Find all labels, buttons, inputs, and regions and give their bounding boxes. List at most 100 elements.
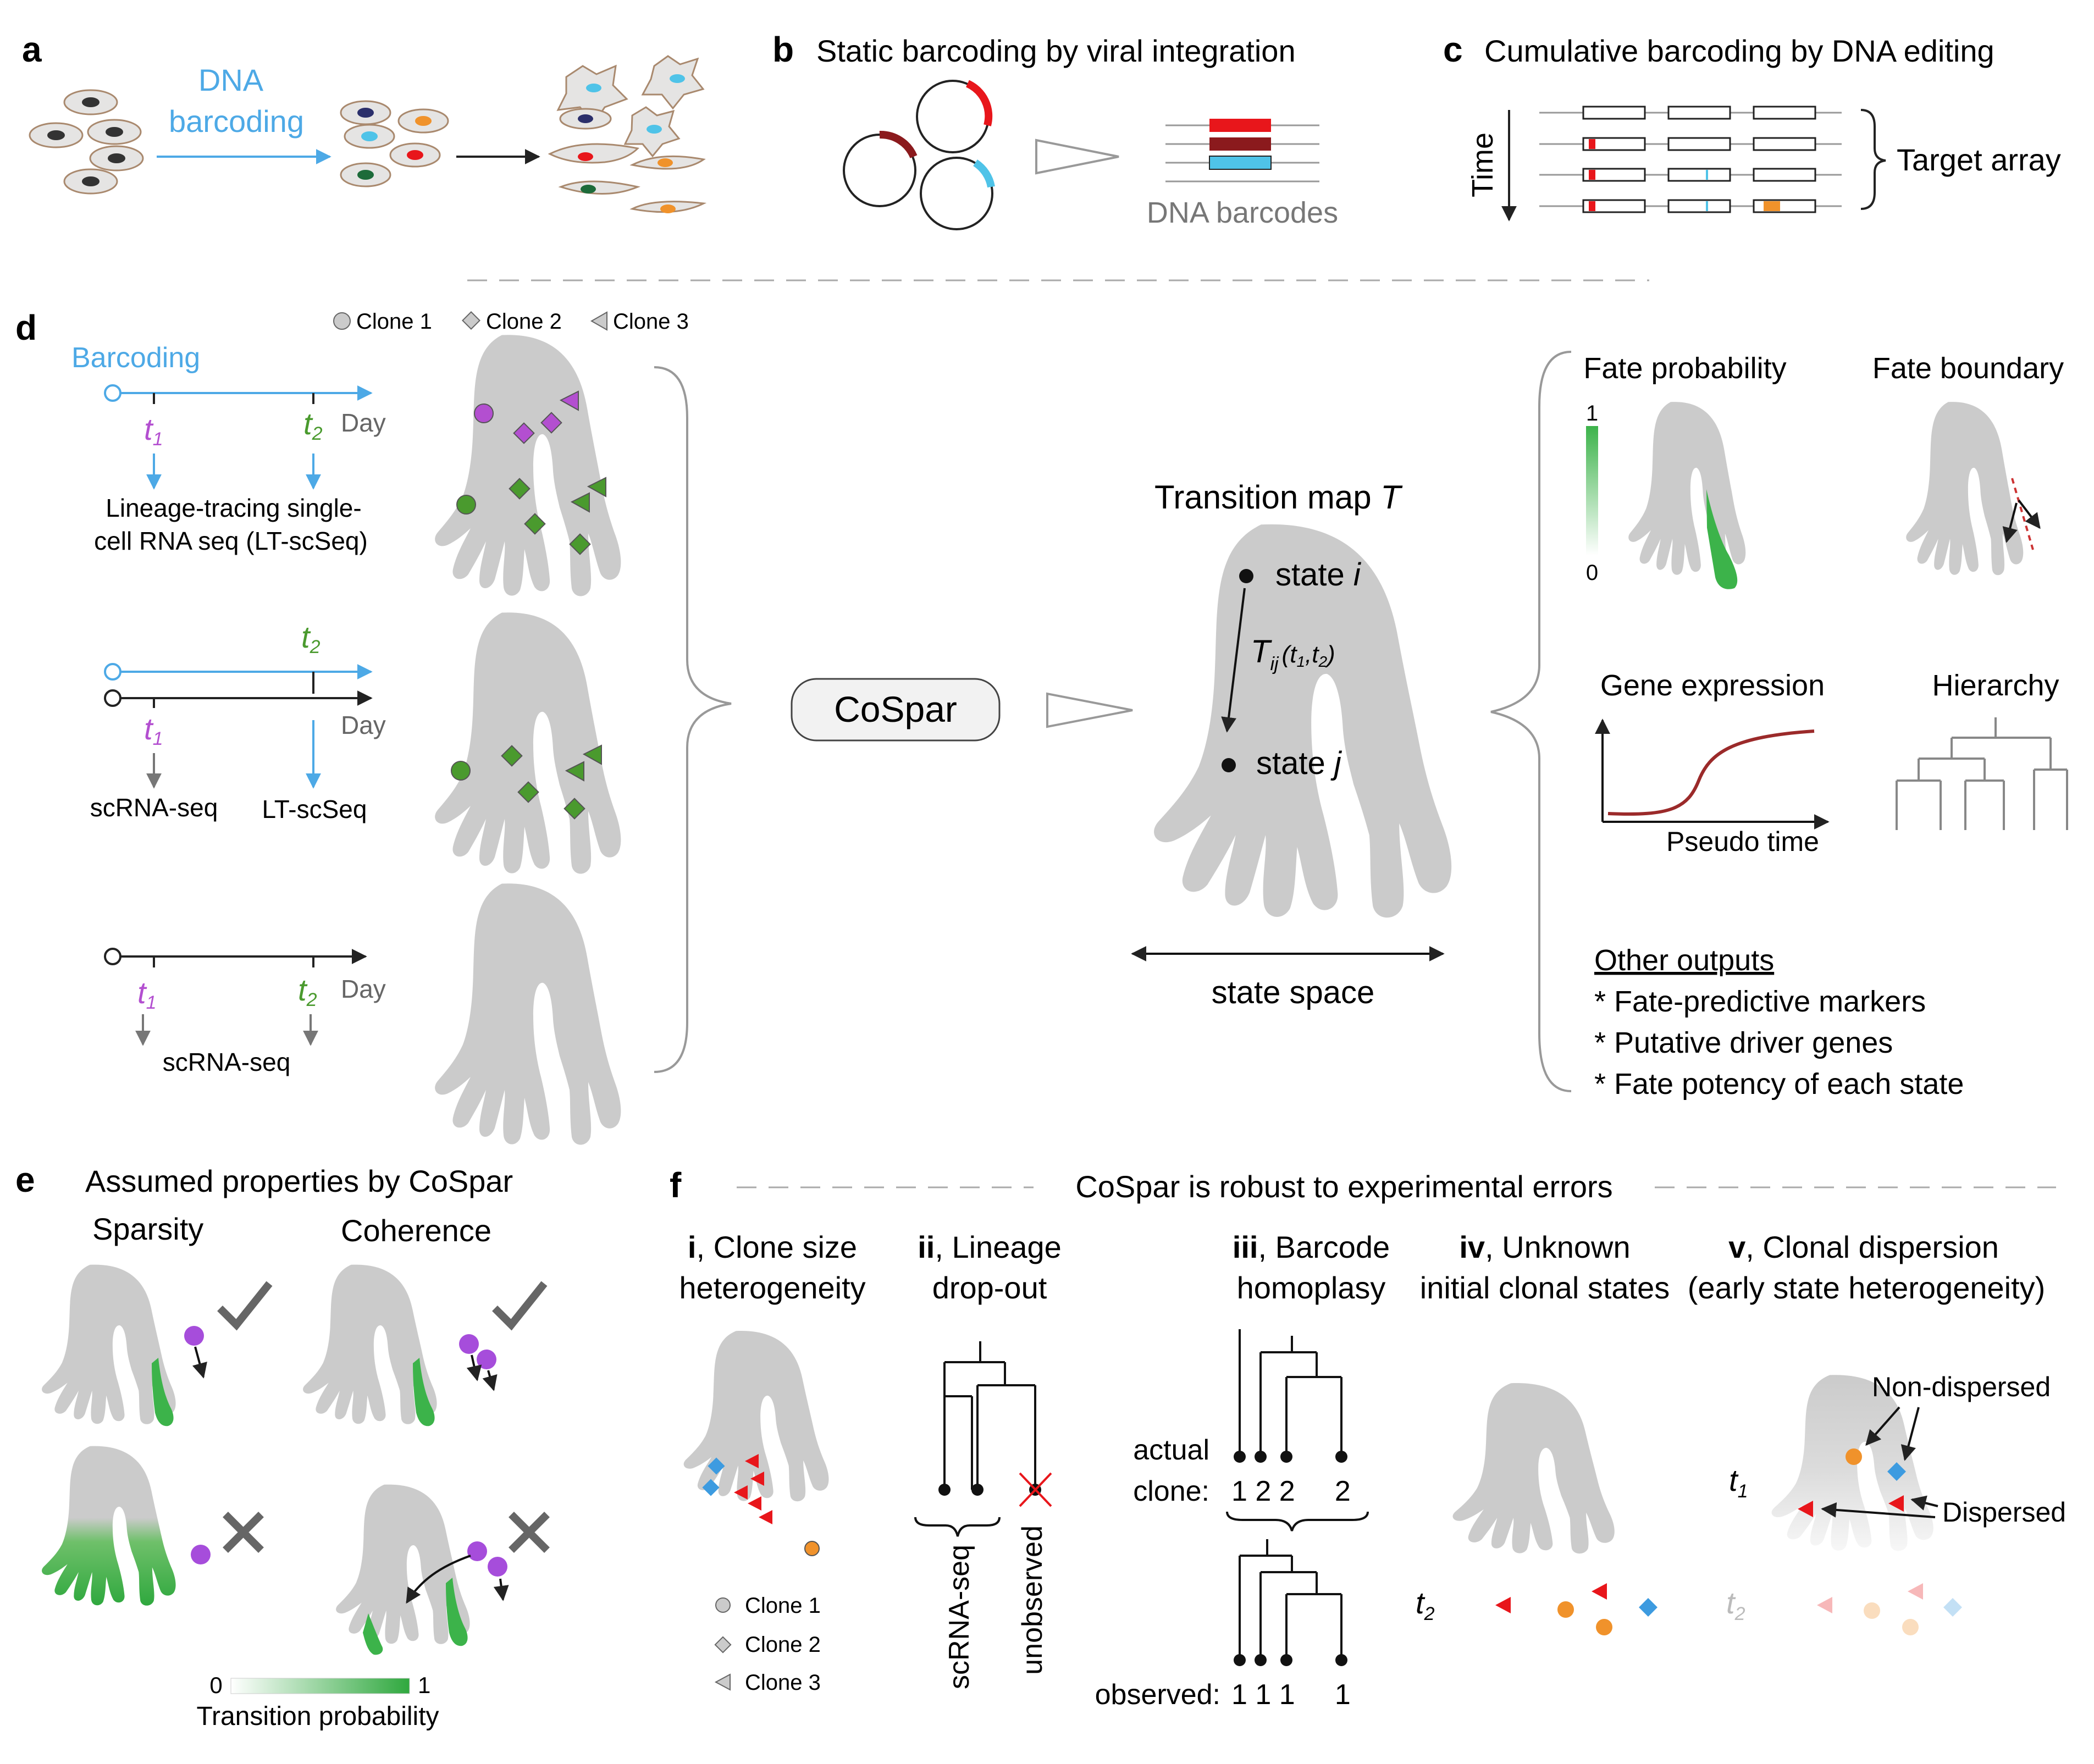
sub-v-title: , Clonal dispersion	[1745, 1230, 1999, 1264]
iv-t2: t	[1416, 1585, 1426, 1620]
fate-boundary-map	[1906, 402, 2041, 576]
coherence-label: Coherence	[341, 1213, 491, 1248]
t1-sub-b: 1	[153, 728, 163, 749]
t1-label-a: t	[144, 412, 154, 446]
lt-scseq-long-1: Lineage-tracing single-	[106, 494, 361, 522]
state-j-label: state	[1256, 745, 1325, 781]
unknown-initial-map	[1452, 1383, 1657, 1635]
output-brace	[1490, 351, 1572, 1092]
pseudo-time-label: Pseudo time	[1666, 826, 1819, 857]
cells-barcoded	[340, 100, 449, 187]
panel-f-letter: f	[670, 1165, 682, 1205]
legend-clone3-marker	[590, 311, 607, 331]
panel-e-title: Assumed properties by CoSpar	[85, 1164, 513, 1198]
t2-label-b: t	[301, 620, 311, 654]
dropout-tree	[943, 1341, 1036, 1490]
svg-text:v, Clonal dispersion: v, Clonal dispersion	[1728, 1230, 1999, 1264]
panel-a-letter: a	[22, 30, 42, 69]
dispersed-label: Dispersed	[1942, 1497, 2066, 1528]
coherence-bad	[336, 1484, 550, 1655]
t1-label-b: t	[144, 711, 154, 746]
sub-i-title2: heterogeneity	[679, 1270, 865, 1305]
legend-clone2-marker	[462, 311, 480, 330]
homoplasy-brace	[1226, 1511, 1369, 1531]
fate-probability-label: Fate probability	[1583, 352, 1786, 385]
panel-d-letter: d	[15, 308, 37, 347]
actual-tree	[1239, 1329, 1342, 1457]
legend-f-clone1: Clone 1	[745, 1594, 821, 1618]
panel-b-title: Static barcoding by viral integration	[816, 34, 1296, 68]
state-i-label: state	[1275, 557, 1345, 593]
sub-i-num: i	[688, 1230, 697, 1264]
timeline-3: t1 t2 Day scRNA-seq	[104, 948, 386, 1076]
fate-scale-max: 1	[1586, 401, 1598, 425]
transition-scale-bar	[230, 1678, 410, 1694]
dna-barcoding-label-2: barcoding	[169, 104, 304, 139]
sub-v-num: v	[1728, 1230, 1745, 1264]
target-arrays	[1539, 106, 1842, 213]
transition-scale-min: 0	[209, 1672, 222, 1698]
panel-b: b Static barcoding by viral integration …	[772, 30, 1338, 230]
state-space-1	[435, 335, 621, 596]
check-icon	[492, 1281, 548, 1331]
lt-scseq-short: LT-scSeq	[262, 795, 367, 823]
sub-ii-title2: drop-out	[932, 1270, 1047, 1305]
sub-ii-title: , Lineage	[935, 1230, 1061, 1264]
other-output-1: * Fate-predictive markers	[1594, 985, 1926, 1018]
fate-scale-min: 0	[1586, 561, 1598, 585]
dna-barcode-lines	[1165, 124, 1319, 183]
svg-text:t1: t1	[144, 412, 163, 450]
target-array-label: Target array	[1897, 142, 2061, 177]
fate-scale-bar	[1586, 426, 1598, 555]
v-t1-sub: 1	[1738, 1481, 1748, 1502]
day-label-a: Day	[341, 408, 386, 437]
svg-text:Transition map T: Transition map T	[1154, 479, 1403, 516]
sparsity-bad	[42, 1446, 264, 1606]
t1-sub-a: 1	[153, 429, 163, 450]
cospar-box	[791, 678, 1001, 742]
lt-scseq-long-2: cell RNA seq (LT-scSeq)	[94, 527, 368, 555]
timeline-2: t2 t1 Day scRNA-seq LT-scSeq	[90, 620, 386, 823]
process-arrow-b	[1035, 139, 1119, 175]
panel-f-header: CoSpar is robust to experimental errors	[1075, 1169, 1612, 1204]
svg-text:ii, Lineage: ii, Lineage	[918, 1230, 1062, 1264]
hierarchy-tree	[1896, 717, 2068, 830]
panel-b-letter: b	[772, 30, 794, 69]
non-dispersed-label: Non-dispersed	[1872, 1372, 2051, 1402]
svg-text:t1: t1	[1729, 1463, 1748, 1502]
dna-barcoding-label-1: DNA	[198, 63, 264, 97]
sub-i-title: , Clone size	[696, 1230, 857, 1264]
state-space-2	[435, 612, 621, 874]
input-brace	[654, 366, 732, 1073]
tij-args: (t	[1282, 641, 1298, 668]
panel-c-letter: c	[1443, 30, 1463, 69]
panel-f: f CoSpar is robust to experimental error…	[670, 1165, 2066, 1711]
other-outputs-title: Other outputs	[1594, 944, 1774, 977]
barcoding-label: Barcoding	[71, 342, 200, 374]
svg-text:Tij(t1,t2): Tij (t1,t2)	[1251, 634, 1335, 674]
legend-clone1-marker	[333, 312, 351, 330]
cospar-label: CoSpar	[834, 689, 957, 729]
observed-values: 1 1 1 1	[1231, 1679, 1351, 1711]
panel-a: a DNA barcoding	[22, 30, 707, 213]
sub-iii-title2: homoplasy	[1237, 1270, 1386, 1305]
svg-text:t2: t2	[1726, 1585, 1745, 1624]
svg-text:t2: t2	[1416, 1585, 1435, 1624]
sub-iii-num: iii	[1233, 1230, 1258, 1264]
actual-values: 1 2 2 2	[1231, 1475, 1351, 1507]
cells-unlabeled	[29, 89, 144, 195]
legend-clone2: Clone 2	[486, 309, 562, 334]
gene-expression-label: Gene expression	[1600, 669, 1825, 702]
legend-f-clone3: Clone 3	[745, 1671, 821, 1695]
transition-probability-label: Transition probability	[196, 1702, 439, 1731]
svg-text:iii, Barcode: iii, Barcode	[1233, 1230, 1390, 1264]
scrna-label-c: scRNA-seq	[163, 1048, 291, 1076]
svg-text:state i: state i	[1275, 557, 1362, 593]
panel-c: c Cumulative barcoding by DNA editing Ti…	[1443, 30, 2061, 222]
transition-map-title: Transition map	[1154, 479, 1372, 516]
state-i-var: i	[1353, 557, 1362, 593]
transition-scale-max: 1	[418, 1672, 430, 1698]
dna-barcodes-label: DNA barcodes	[1147, 196, 1338, 229]
transition-map-T: T	[1380, 479, 1403, 516]
